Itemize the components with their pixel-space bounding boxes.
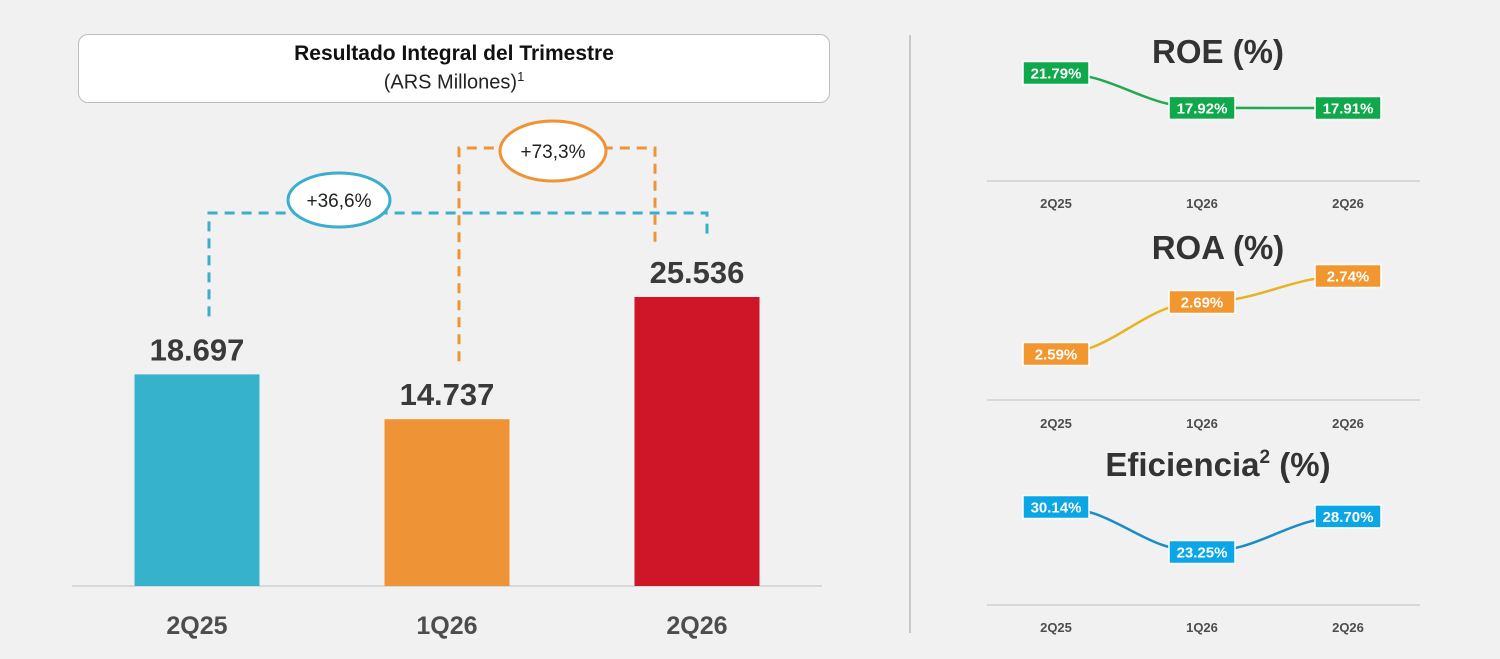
side-chart-title-text-1: ROA (%) <box>1152 229 1285 266</box>
side-chart-value-label-1-1Q26: 2.69% <box>1181 295 1224 312</box>
side-chart-point-0-1Q26 <box>1168 95 1236 121</box>
side-chart-point-2-1Q26 <box>1168 539 1236 565</box>
comparison-bracket-0 <box>207 211 709 317</box>
side-chart-tick-label-0-1Q26: 1Q26 <box>1186 196 1218 211</box>
side-chart-title-0: ROE (%) <box>1152 33 1284 70</box>
side-chart-tick-label-1-2Q26: 2Q26 <box>1332 416 1364 431</box>
side-chart-tick-label-1-2Q25: 2Q25 <box>1040 416 1072 431</box>
side-chart-value-label-2-1Q26: 23.25% <box>1177 545 1228 562</box>
bar-1Q26 <box>384 419 510 586</box>
bar-value-label-2Q26: 25.536 <box>650 255 745 290</box>
side-chart-point-1-2Q26 <box>1314 263 1382 289</box>
side-chart-tick-label-2-1Q26: 1Q26 <box>1186 620 1218 635</box>
side-chart-title-text-2: Eficiencia <box>1105 446 1260 483</box>
side-chart-1: ROA (%) 2.59% 2Q25 2.69% 1Q26 2.74% 2Q26 <box>987 229 1420 431</box>
bar-value-label-1Q26: 14.737 <box>400 377 495 412</box>
side-chart-point-0-2Q25 <box>1022 60 1090 86</box>
side-chart-tick-label-0-2Q25: 2Q25 <box>1040 196 1072 211</box>
side-chart-point-2-2Q25 <box>1022 494 1090 520</box>
main-chart-subtitle-text: (ARS Millones) <box>383 71 518 94</box>
side-chart-title-text-0: ROE (%) <box>1152 33 1284 70</box>
side-chart-value-label-1-2Q26: 2.74% <box>1327 269 1370 286</box>
x-tick-label-2Q25: 2Q25 <box>166 612 227 640</box>
side-chart-value-label-2-2Q25: 30.14% <box>1031 500 1082 517</box>
side-chart-line-1 <box>1055 274 1349 356</box>
side-chart-2: Eficiencia2 (%) 30.14% 2Q25 23.25% 1Q26 28.70… <box>987 446 1420 635</box>
main-chart-subtitle: (ARS Millones)1 <box>79 69 829 95</box>
comparison-badge-0 <box>286 171 392 229</box>
side-chart-tick-label-2-2Q26: 2Q26 <box>1332 620 1364 635</box>
side-chart-title-1: ROA (%) <box>1152 229 1285 266</box>
side-chart-title-2: Eficiencia2 (%) <box>1105 446 1330 483</box>
side-chart-title-superscript-2: 2 <box>1260 447 1271 468</box>
x-tick-label-2Q26: 2Q26 <box>666 612 727 640</box>
comparison-label-1: +73,3% <box>521 142 586 163</box>
side-chart-tick-label-1-1Q26: 1Q26 <box>1186 416 1218 431</box>
side-chart-point-1-1Q26 <box>1168 289 1236 315</box>
side-chart-value-label-0-2Q25: 21.79% <box>1031 66 1082 83</box>
bar-2Q25 <box>134 374 260 586</box>
main-chart-title-box: Resultado Integral del Trimestre (ARS Mi… <box>78 34 830 103</box>
panel-divider <box>909 35 911 633</box>
side-chart-point-2-2Q26 <box>1314 504 1382 529</box>
comparison-label-0: +36,6% <box>307 191 372 212</box>
comparison-badge-1 <box>498 119 608 183</box>
bar-value-label-2Q25: 18.697 <box>150 332 245 367</box>
x-tick-label-1Q26: 1Q26 <box>416 612 477 640</box>
bar-2Q26 <box>634 297 760 586</box>
main-chart-title: Resultado Integral del Trimestre <box>294 42 614 65</box>
side-chart-title-suffix-2: (%) <box>1270 446 1331 483</box>
side-chart-0: ROE (%) 21.79% 2Q25 17.92% 1Q26 17.91% 2Q26 <box>987 33 1420 211</box>
side-chart-value-label-2-2Q26: 28.70% <box>1323 509 1374 526</box>
side-chart-point-1-2Q25 <box>1022 341 1090 367</box>
side-chart-value-label-0-2Q26: 17.91% <box>1323 101 1374 118</box>
side-chart-point-0-2Q26 <box>1314 95 1382 121</box>
side-chart-value-label-0-1Q26: 17.92% <box>1177 100 1228 117</box>
side-chart-tick-label-0-2Q26: 2Q26 <box>1332 196 1364 211</box>
main-chart-subtitle-note: 1 <box>517 69 525 84</box>
side-chart-tick-label-2-2Q25: 2Q25 <box>1040 620 1072 635</box>
side-chart-value-label-1-2Q25: 2.59% <box>1035 347 1078 364</box>
